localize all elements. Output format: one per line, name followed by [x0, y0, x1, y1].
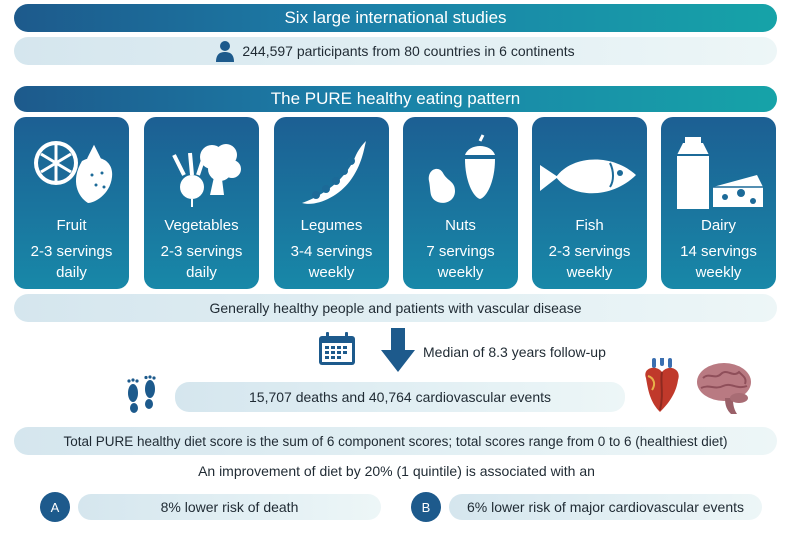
participants-text: 244,597 participants from 80 countries i… — [242, 43, 575, 59]
food-servings-amount: 7 servings — [426, 243, 495, 260]
food-servings: 2-3 servings daily — [14, 241, 129, 283]
outcome-a-label: A — [50, 499, 60, 515]
outcome-a-badge: A — [40, 492, 70, 522]
food-card-dairy: Dairy 14 servings weekly — [661, 117, 776, 289]
improvement-text: An improvement of diet by 20% (1 quintil… — [198, 463, 595, 479]
food-name: Nuts — [445, 217, 476, 234]
food-name: Fish — [575, 217, 604, 234]
food-servings-amount: 2-3 servings — [548, 243, 631, 260]
food-servings: 2-3 servings weekly — [532, 241, 647, 283]
pattern-title-bar: The PURE healthy eating pattern — [14, 86, 777, 112]
food-servings: 7 servings weekly — [403, 241, 518, 283]
dairy-icon — [677, 137, 763, 209]
food-card-fruit: Fruit 2-3 servings daily — [14, 117, 129, 289]
outcome-b-text: 6% lower risk of major cardiovascular ev… — [467, 499, 744, 515]
food-servings-amount: 3-4 servings — [290, 243, 373, 260]
vegetables-icon — [172, 144, 241, 207]
food-name: Fruit — [56, 217, 87, 234]
events-bar: 15,707 deaths and 40,764 cardiovascular … — [175, 382, 625, 412]
outcome-a-bar: 8% lower risk of death — [78, 494, 381, 520]
footprints-icon — [127, 375, 156, 413]
legumes-icon — [302, 141, 366, 204]
food-servings-frequency: weekly — [695, 264, 742, 281]
food-name: Dairy — [700, 217, 736, 234]
food-servings-frequency: weekly — [566, 264, 613, 281]
outcome-b-badge: B — [411, 492, 441, 522]
outcome-b-label: B — [421, 499, 431, 515]
person-icon — [216, 41, 235, 62]
food-name: Vegetables — [164, 217, 239, 234]
food-servings: 14 servings weekly — [661, 241, 776, 283]
outcome-a-text: 8% lower risk of death — [160, 499, 299, 515]
food-card-nuts: Nuts 7 servings weekly — [403, 117, 518, 289]
score-text: Total PURE healthy diet score is the sum… — [63, 433, 728, 449]
fish-icon — [540, 159, 636, 194]
food-servings-frequency: daily — [186, 264, 217, 281]
studies-title-bar: Six large international studies — [14, 4, 777, 32]
heart-icon — [645, 358, 679, 412]
nuts-icon — [428, 134, 495, 203]
pattern-title: The PURE healthy eating pattern — [270, 89, 521, 108]
food-card-vegetables: Vegetables 2-3 servings daily — [144, 117, 259, 289]
food-servings: 3-4 servings weekly — [274, 241, 389, 283]
followup-text: Median of 8.3 years follow-up — [423, 344, 606, 360]
fruit-icon — [34, 141, 113, 203]
food-card-fish: Fish 2-3 servings weekly — [532, 117, 647, 289]
events-text: 15,707 deaths and 40,764 cardiovascular … — [249, 389, 551, 405]
calendar-icon — [319, 332, 355, 365]
food-servings-amount: 14 servings — [680, 243, 757, 260]
food-servings-amount: 2-3 servings — [30, 243, 113, 260]
population-text: Generally healthy people and patients wi… — [209, 300, 582, 316]
studies-title: Six large international studies — [284, 8, 507, 27]
food-servings-frequency: weekly — [308, 264, 355, 281]
food-servings-amount: 2-3 servings — [160, 243, 243, 260]
outcome-b-bar: 6% lower risk of major cardiovascular ev… — [449, 494, 762, 520]
participants-bar: 244,597 participants from 80 countries i… — [14, 37, 777, 65]
food-name: Legumes — [300, 217, 363, 234]
population-bar: Generally healthy people and patients wi… — [14, 294, 777, 322]
food-card-legumes: Legumes 3-4 servings weekly — [274, 117, 389, 289]
food-servings-frequency: weekly — [437, 264, 484, 281]
food-servings: 2-3 servings daily — [144, 241, 259, 283]
down-arrow-icon — [381, 328, 415, 372]
brain-icon — [697, 363, 751, 414]
food-servings-frequency: daily — [56, 264, 87, 281]
score-bar: Total PURE healthy diet score is the sum… — [14, 427, 777, 455]
